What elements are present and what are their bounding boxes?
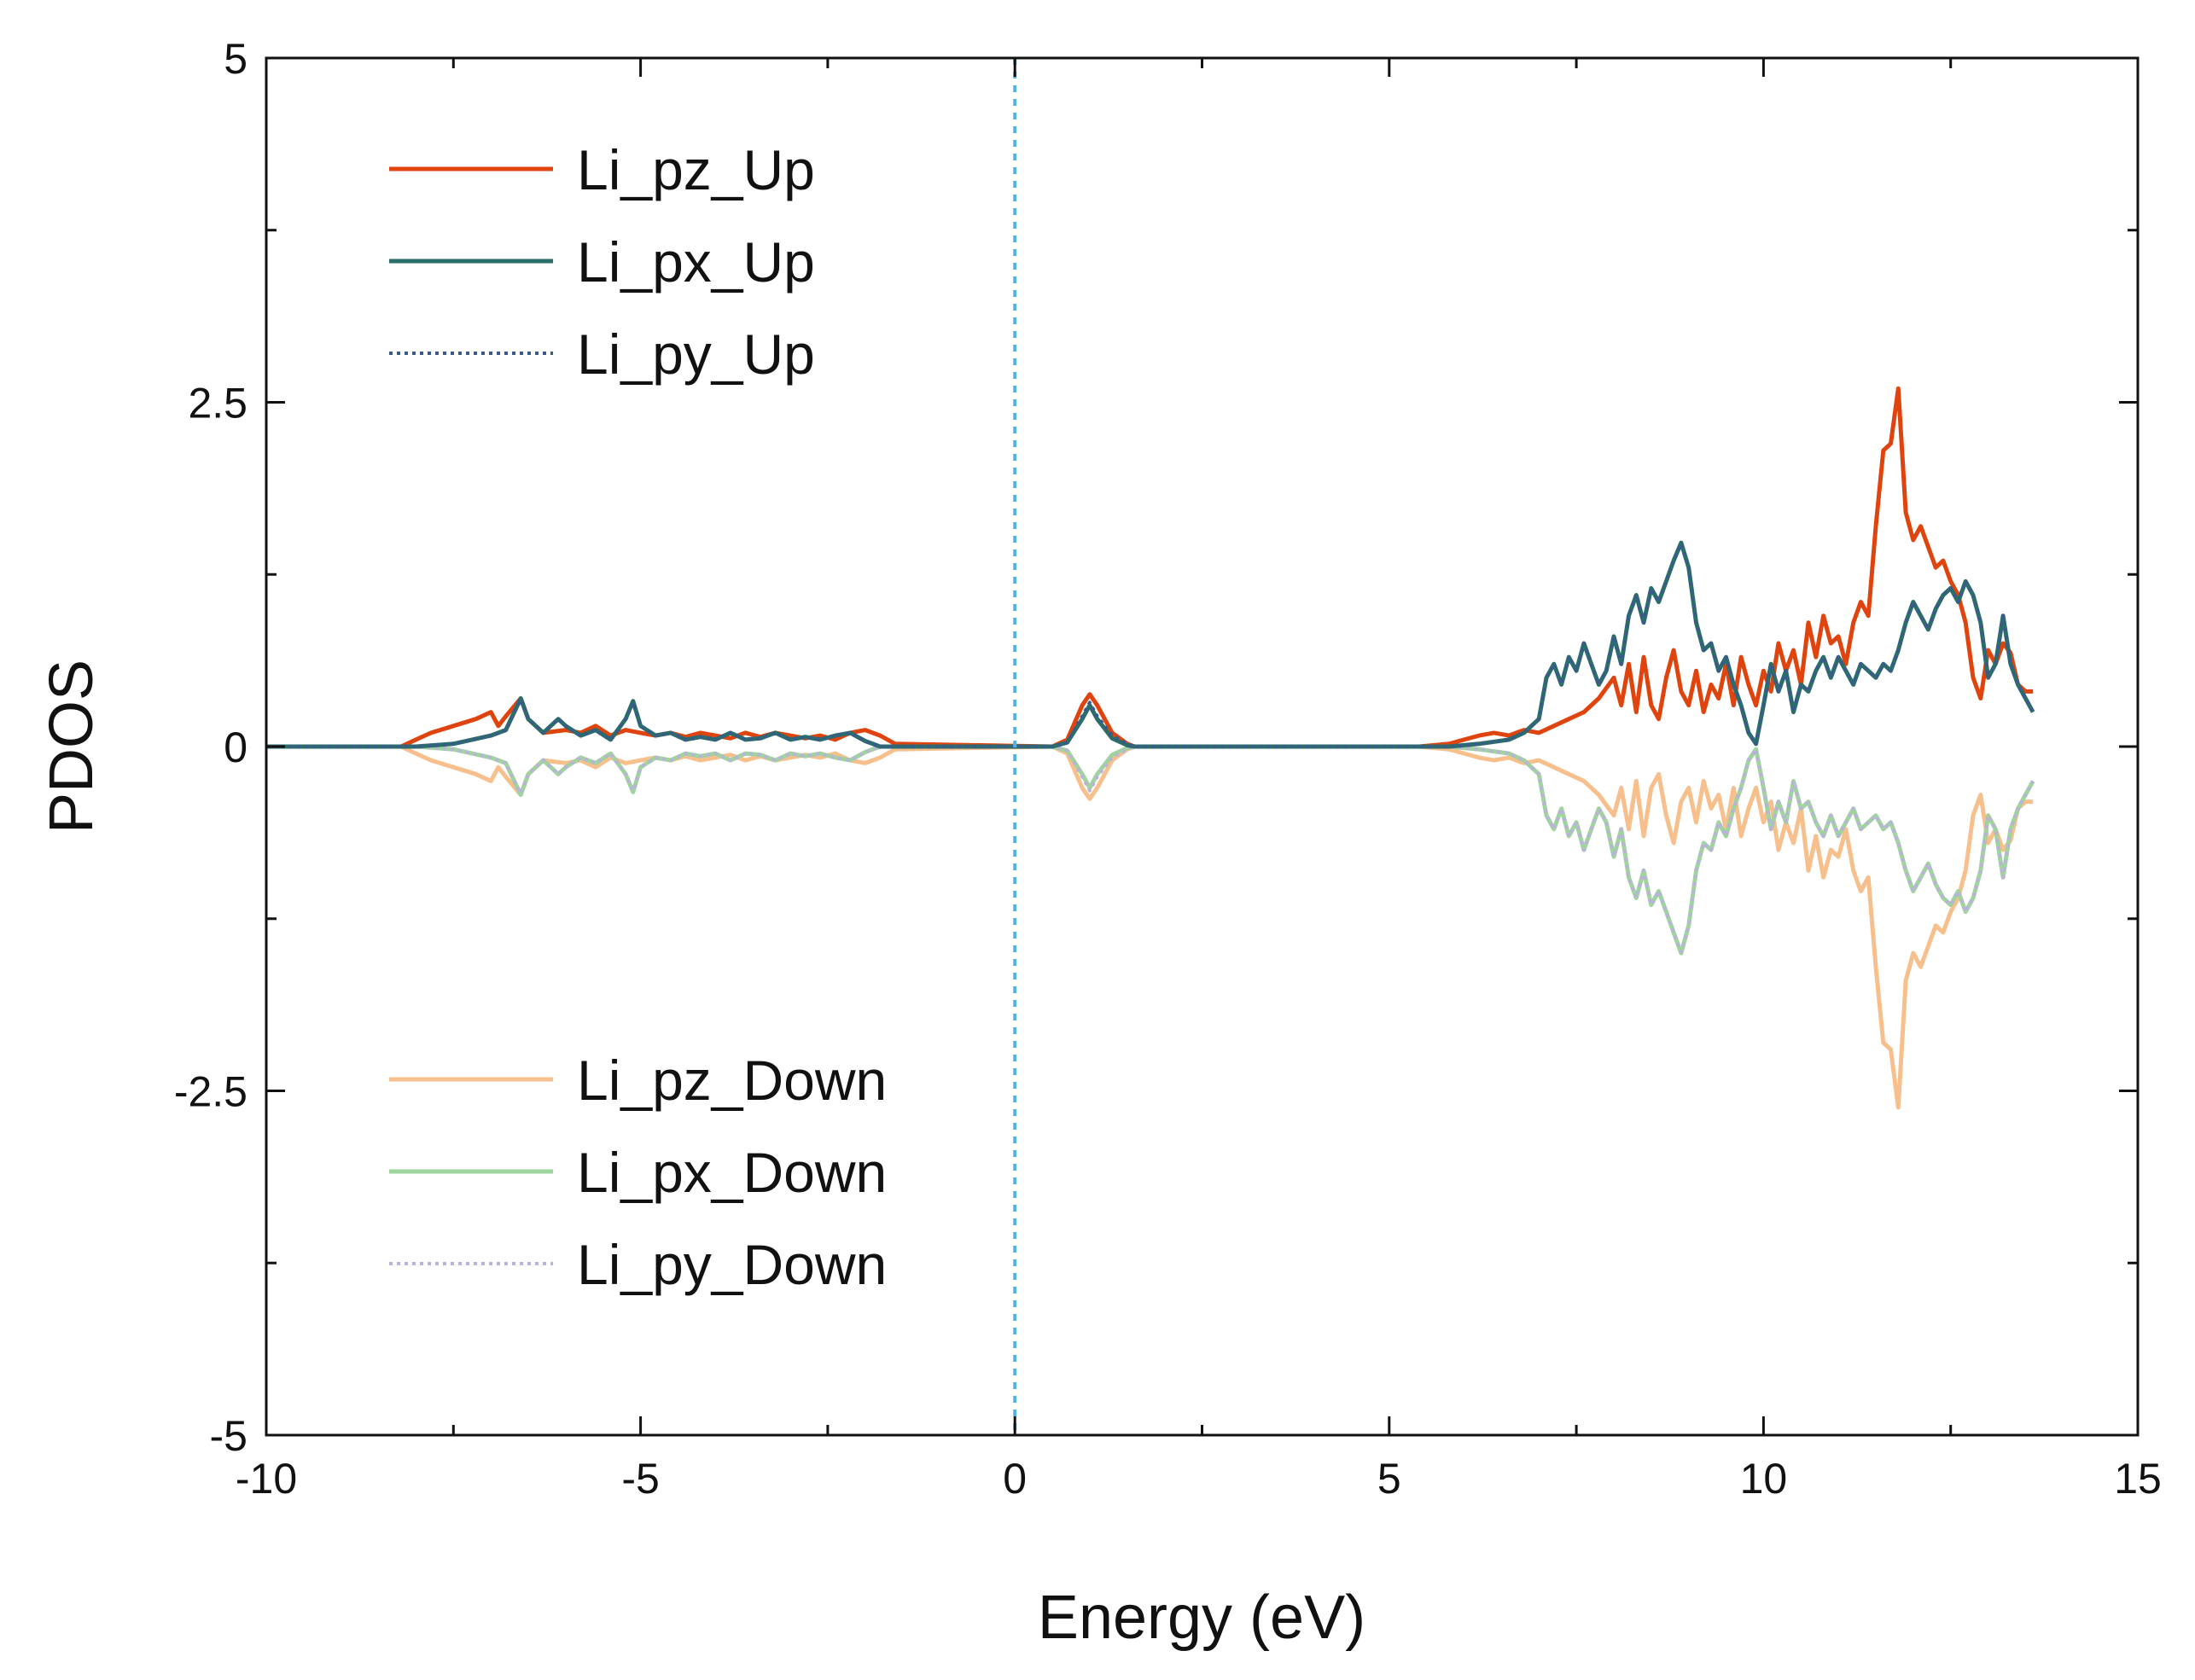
x-tick-label: 10 bbox=[1740, 1455, 1788, 1503]
y-axis-title: PDOS bbox=[38, 660, 106, 834]
legend-label-li-px-down: Li_px_Down bbox=[577, 1141, 887, 1204]
y-tick-label: -5 bbox=[210, 1412, 247, 1460]
x-tick-label: -10 bbox=[236, 1455, 297, 1503]
y-tick-label: 2.5 bbox=[188, 380, 247, 427]
legend-spin-up: Li_pz_Up Li_px_Up Li_py_Up bbox=[389, 138, 815, 386]
series-li-py-down bbox=[266, 745, 2035, 954]
legend-label-li-py-up: Li_py_Up bbox=[577, 323, 815, 386]
y-tick-label: -2.5 bbox=[174, 1068, 247, 1116]
legend-label-li-py-down: Li_py_Down bbox=[577, 1233, 887, 1296]
legend-label-li-pz-down: Li_pz_Down bbox=[577, 1049, 887, 1112]
y-tick-label: 5 bbox=[224, 35, 247, 83]
y-tick-label: 0 bbox=[224, 724, 247, 771]
legend-spin-down: Li_pz_Down Li_px_Down Li_py_Down bbox=[389, 1049, 887, 1296]
x-tick-label: 5 bbox=[1377, 1455, 1401, 1503]
series-li-py-up bbox=[266, 542, 2035, 748]
legend-label-li-pz-up: Li_pz_Up bbox=[577, 138, 815, 201]
x-tick-label: -5 bbox=[621, 1455, 659, 1503]
series-lines bbox=[266, 386, 2035, 1110]
x-axis-title: Energy (eV) bbox=[1038, 1584, 1365, 1652]
legend-label-li-px-up: Li_px_Up bbox=[577, 230, 815, 294]
x-tick-label: 0 bbox=[1003, 1455, 1027, 1503]
x-tick-label: 15 bbox=[2114, 1455, 2162, 1503]
